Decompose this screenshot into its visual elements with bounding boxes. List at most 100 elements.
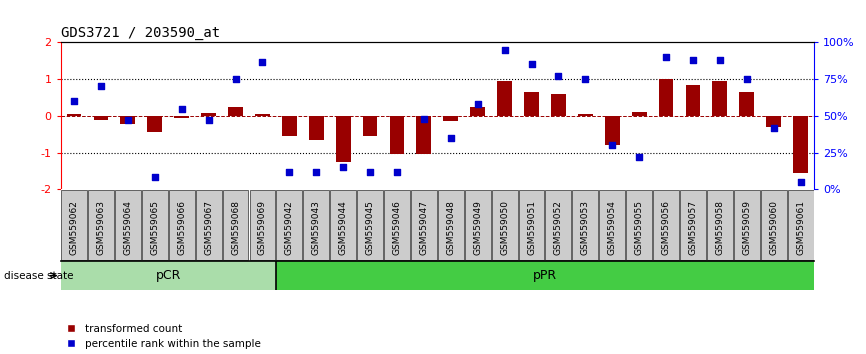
Bar: [713, 81, 727, 116]
FancyBboxPatch shape: [249, 190, 275, 260]
FancyBboxPatch shape: [653, 190, 679, 260]
Text: GSM559057: GSM559057: [688, 200, 697, 255]
Text: GSM559058: GSM559058: [715, 200, 724, 255]
Text: pCR: pCR: [156, 269, 181, 282]
Bar: [309, 116, 324, 140]
Point: [713, 57, 727, 63]
FancyBboxPatch shape: [465, 190, 491, 260]
Bar: [390, 116, 404, 154]
Bar: [686, 85, 701, 116]
FancyBboxPatch shape: [626, 190, 652, 260]
Point: [417, 116, 430, 122]
Bar: [174, 116, 189, 118]
FancyBboxPatch shape: [303, 190, 329, 260]
Point: [148, 175, 162, 180]
Point: [659, 54, 673, 60]
Point: [793, 179, 807, 185]
FancyBboxPatch shape: [357, 190, 383, 260]
Point: [363, 169, 377, 175]
FancyBboxPatch shape: [61, 261, 276, 290]
Bar: [604, 116, 620, 145]
Text: GSM559059: GSM559059: [742, 200, 752, 255]
Text: GSM559053: GSM559053: [581, 200, 590, 255]
Bar: [363, 116, 378, 136]
Bar: [201, 113, 216, 116]
Bar: [470, 107, 485, 116]
Text: GSM559069: GSM559069: [258, 200, 267, 255]
FancyBboxPatch shape: [196, 190, 222, 260]
Bar: [417, 116, 431, 154]
Text: GSM559051: GSM559051: [527, 200, 536, 255]
Text: GSM559052: GSM559052: [554, 200, 563, 255]
Text: GSM559060: GSM559060: [769, 200, 779, 255]
Bar: [443, 116, 458, 121]
Bar: [94, 116, 108, 120]
Bar: [524, 92, 539, 116]
FancyBboxPatch shape: [276, 190, 302, 260]
FancyBboxPatch shape: [707, 190, 733, 260]
FancyBboxPatch shape: [330, 190, 356, 260]
Text: GSM559050: GSM559050: [500, 200, 509, 255]
Bar: [793, 116, 808, 173]
FancyBboxPatch shape: [61, 190, 87, 260]
Point: [552, 73, 565, 79]
Bar: [551, 94, 565, 116]
Bar: [740, 92, 754, 116]
FancyBboxPatch shape: [411, 190, 436, 260]
Point: [525, 62, 539, 67]
FancyBboxPatch shape: [680, 190, 706, 260]
Text: GSM559042: GSM559042: [285, 200, 294, 255]
FancyBboxPatch shape: [734, 190, 759, 260]
Bar: [497, 81, 512, 116]
FancyBboxPatch shape: [88, 190, 114, 260]
Point: [121, 118, 135, 123]
Point: [632, 154, 646, 160]
FancyBboxPatch shape: [384, 190, 410, 260]
FancyBboxPatch shape: [788, 190, 813, 260]
Bar: [67, 114, 81, 116]
Legend: transformed count, percentile rank within the sample: transformed count, percentile rank withi…: [66, 324, 261, 349]
Point: [202, 118, 216, 123]
Text: GSM559067: GSM559067: [204, 200, 213, 255]
Point: [578, 76, 592, 82]
FancyBboxPatch shape: [519, 190, 545, 260]
Text: GSM559064: GSM559064: [123, 200, 132, 255]
Text: GSM559056: GSM559056: [662, 200, 670, 255]
Point: [605, 142, 619, 148]
Point: [282, 169, 296, 175]
Point: [336, 164, 350, 170]
Bar: [631, 112, 647, 116]
Text: GSM559062: GSM559062: [69, 200, 79, 255]
Text: GSM559043: GSM559043: [312, 200, 320, 255]
FancyBboxPatch shape: [572, 190, 598, 260]
Bar: [120, 116, 135, 124]
FancyBboxPatch shape: [438, 190, 463, 260]
Text: GDS3721 / 203590_at: GDS3721 / 203590_at: [61, 26, 220, 40]
FancyBboxPatch shape: [492, 190, 518, 260]
Point: [94, 84, 108, 89]
Point: [255, 59, 269, 64]
FancyBboxPatch shape: [223, 190, 249, 260]
FancyBboxPatch shape: [142, 190, 168, 260]
Text: disease state: disease state: [4, 270, 74, 281]
Point: [229, 76, 242, 82]
Bar: [659, 79, 674, 116]
Text: GSM559061: GSM559061: [796, 200, 805, 255]
Text: GSM559047: GSM559047: [419, 200, 429, 255]
Bar: [147, 116, 162, 132]
Text: GSM559066: GSM559066: [178, 200, 186, 255]
Text: GSM559055: GSM559055: [635, 200, 643, 255]
Point: [390, 169, 404, 175]
Point: [309, 169, 323, 175]
Bar: [578, 114, 592, 116]
Bar: [282, 116, 297, 136]
FancyBboxPatch shape: [546, 190, 572, 260]
Point: [175, 106, 189, 112]
Text: GSM559044: GSM559044: [339, 200, 347, 255]
Text: pPR: pPR: [533, 269, 557, 282]
Bar: [336, 116, 351, 162]
Text: GSM559046: GSM559046: [392, 200, 402, 255]
Text: GSM559049: GSM559049: [473, 200, 482, 255]
FancyBboxPatch shape: [115, 190, 141, 260]
Point: [686, 57, 700, 63]
